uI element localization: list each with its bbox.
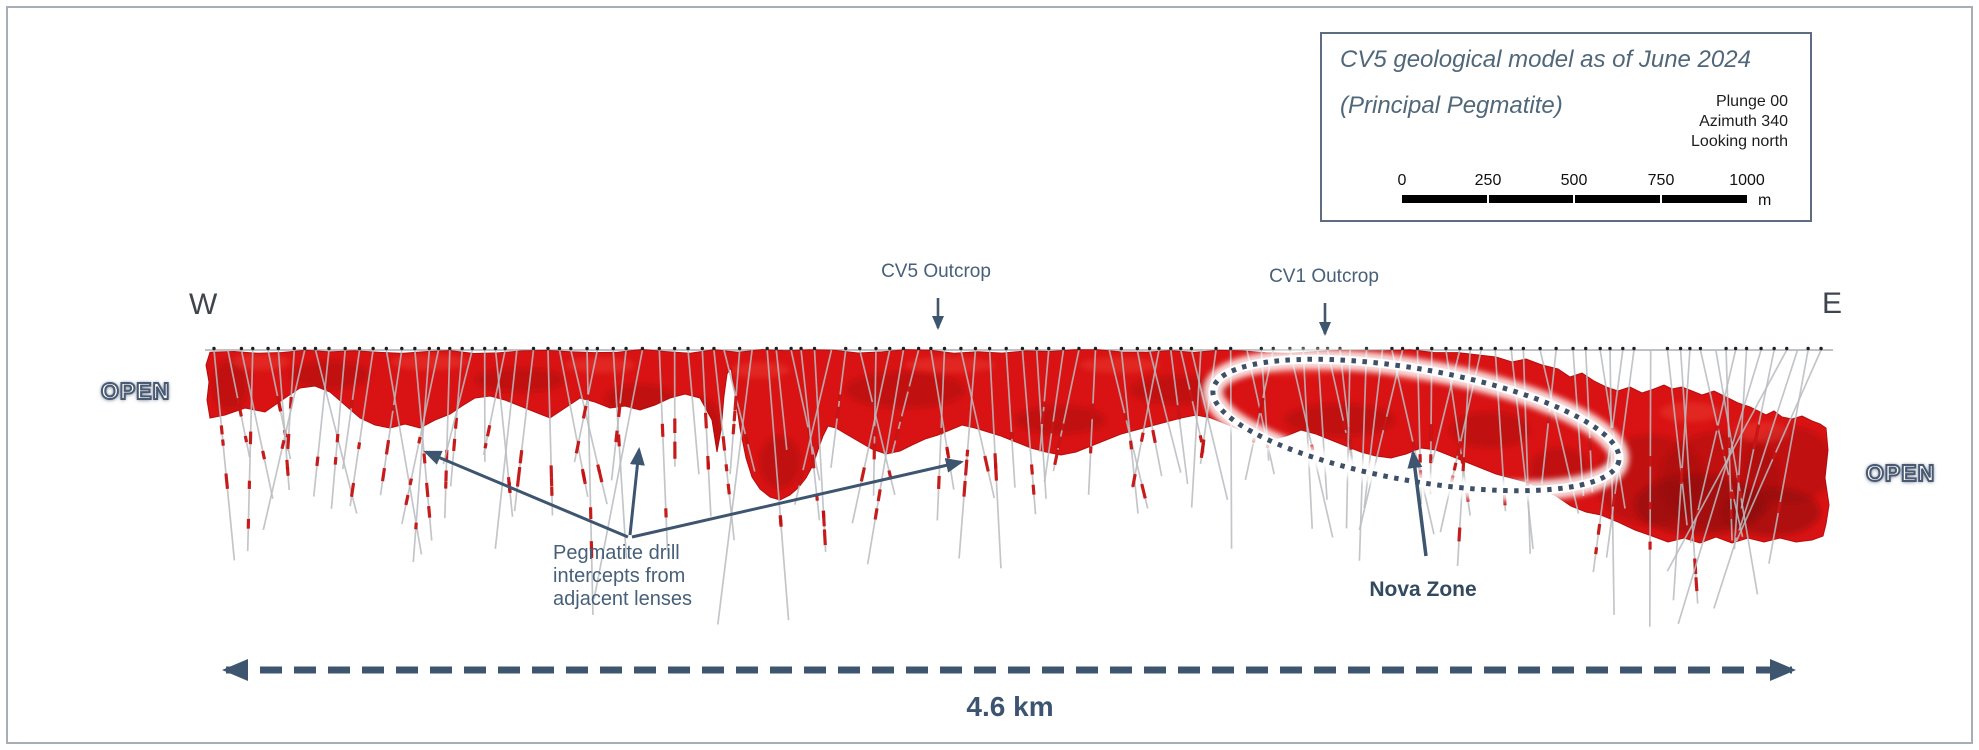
note-arrow-right — [631, 458, 964, 539]
strike-length-label: 4.6 km — [966, 691, 1054, 722]
east-label: E — [1822, 287, 1843, 320]
note-arrow-left — [423, 450, 629, 539]
scale-bar-divider — [1660, 195, 1662, 203]
intercepts-note-line2: intercepts from — [553, 565, 686, 587]
scale-tick-750: 750 — [1647, 172, 1675, 189]
scale-tick-250: 250 — [1474, 172, 1502, 189]
intercepts-note-line3: adjacent lenses — [553, 588, 692, 610]
cv5-outcrop-label: CV5 Outcrop — [881, 261, 991, 282]
note-arrow-middle — [628, 447, 645, 536]
plunge-value: Plunge 00 — [1715, 93, 1788, 110]
nova-zone-ellipse — [1202, 349, 1630, 501]
scale-tick-500: 500 — [1560, 172, 1588, 189]
scale-tick-1000: 1000 — [1729, 172, 1765, 189]
intercepts-note-line1: Pegmatite drill — [553, 542, 680, 564]
cv1-outcrop-label: CV1 Outcrop — [1269, 266, 1379, 287]
azimuth-value: Azimuth 340 — [1699, 113, 1788, 130]
scale-bar-divider — [1573, 195, 1575, 203]
open-label-east: OPEN — [1865, 459, 1936, 487]
legend-box: CV5 geological model as of June 2024 (Pr… — [1320, 32, 1812, 222]
scale-unit: m — [1758, 192, 1772, 209]
legend-subtitle: (Principal Pegmatite) — [1340, 92, 1563, 119]
legend-title: CV5 geological model as of June 2024 — [1340, 46, 1751, 73]
intercepts-note: Pegmatite drill intercepts from adjacent… — [553, 542, 692, 611]
scale-bar: 0 250 500 750 1000 m — [1398, 172, 1772, 216]
nova-zone-arrow — [1407, 450, 1428, 557]
scale-bar-divider — [1487, 195, 1489, 203]
view-orientation: Plunge 00 Azimuth 340 Looking north — [1691, 92, 1788, 152]
open-label-west: OPEN — [100, 377, 171, 405]
west-label: W — [189, 288, 218, 321]
drill-holes — [212, 346, 1823, 627]
nova-zone-label: Nova Zone — [1369, 578, 1477, 601]
scale-tick-0: 0 — [1397, 172, 1407, 189]
looking-direction: Looking north — [1691, 133, 1788, 150]
